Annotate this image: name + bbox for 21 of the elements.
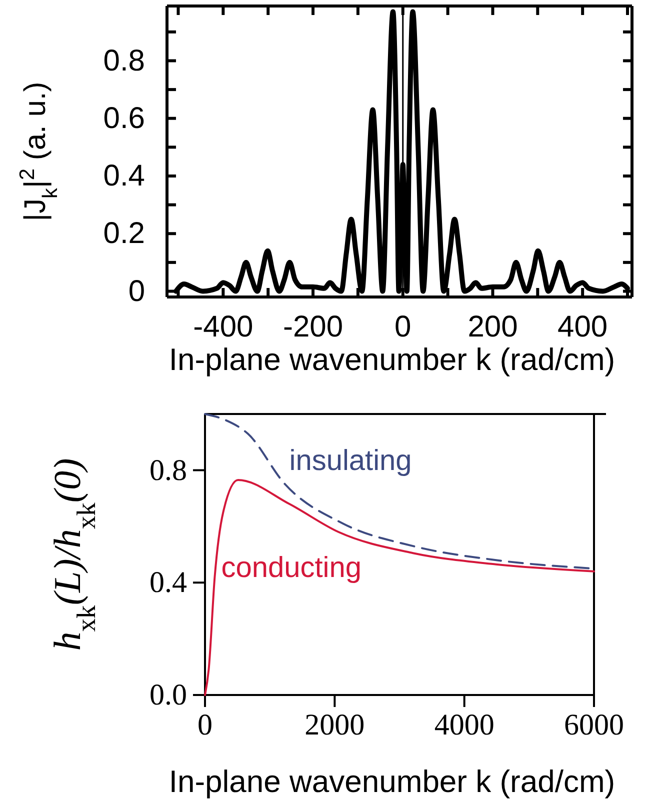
x-axis-title: In-plane wavenumber k (rad/cm) (168, 342, 616, 377)
y-tick-label: 0.8 (150, 454, 187, 487)
series-label: insulating (289, 445, 412, 478)
x-tick-label: 6000 (564, 708, 624, 742)
x-tick-label: -200 (282, 310, 344, 344)
y-tick-label: 0.8 (103, 44, 145, 78)
y-tick-label: 0.4 (150, 566, 187, 600)
x-axis-title: In-plane wavenumber k (rad/cm) (168, 764, 616, 799)
series-label: conducting (221, 552, 362, 584)
y-tick-label: 0.4 (103, 160, 145, 193)
x-tick-label: 0 (394, 310, 412, 344)
y-tick-label: 0 (128, 274, 145, 308)
x-tick-label: 200 (468, 310, 518, 344)
y-tick-label: 0.6 (103, 102, 145, 135)
y-tick-label: 0.2 (103, 217, 145, 250)
x-tick-label: 2000 (304, 708, 365, 742)
x-tick-label: 0 (198, 708, 212, 742)
x-tick-label: 400 (558, 310, 608, 344)
y-tick-label: 0.0 (150, 678, 187, 712)
x-tick-label: 4000 (434, 708, 494, 742)
x-tick-label: -400 (193, 310, 254, 344)
